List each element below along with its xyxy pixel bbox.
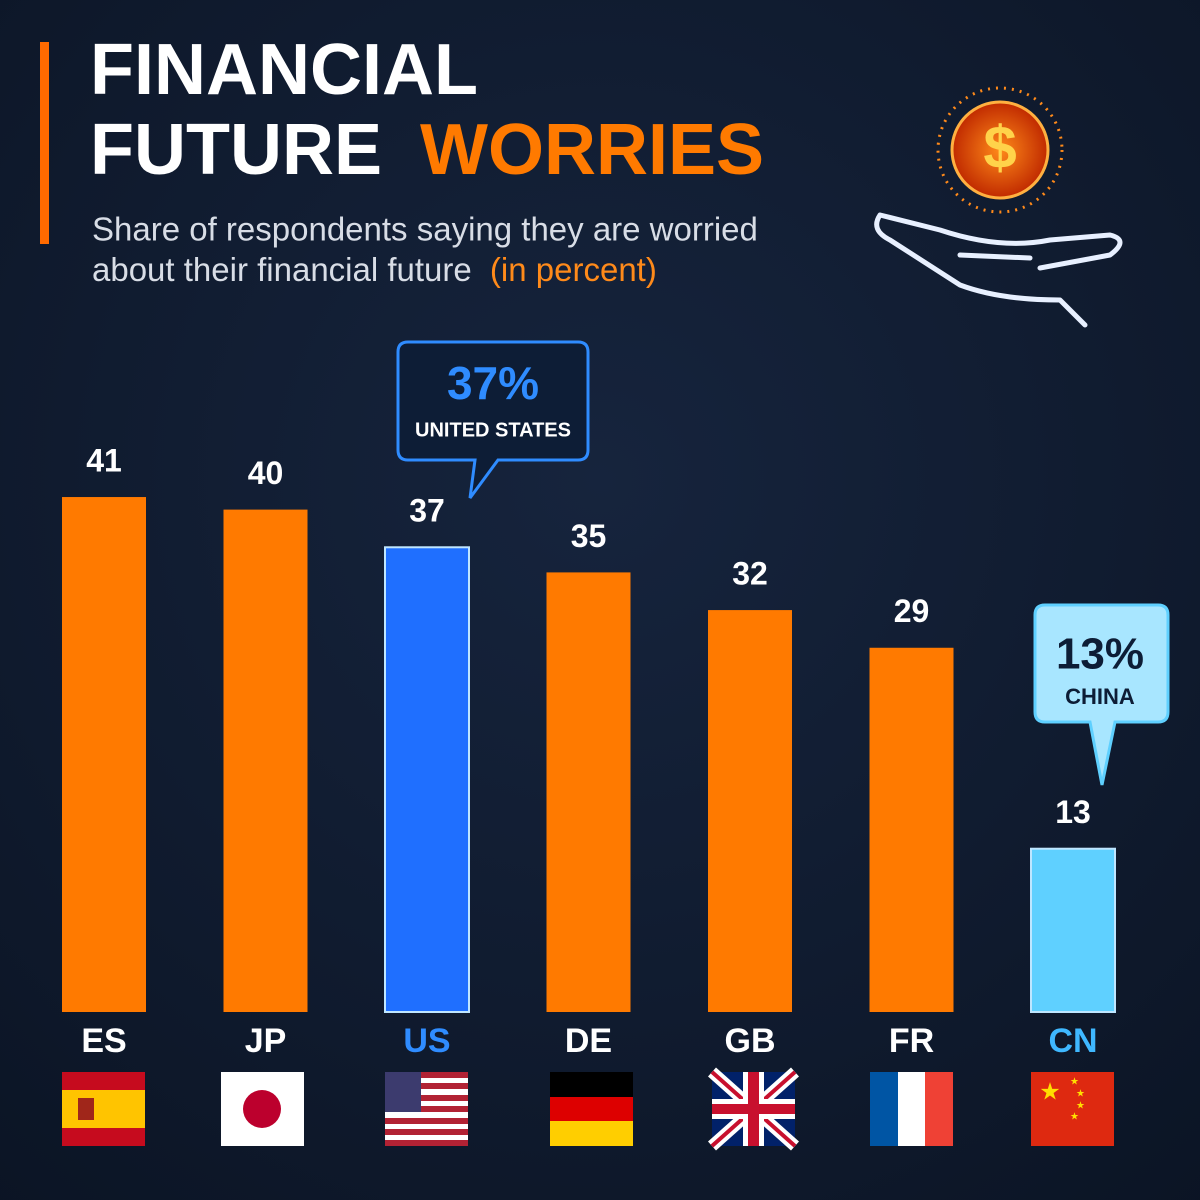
title-part: FUTURE [90,110,382,190]
bar [384,546,470,1014]
x-tick-label: FR [889,1022,934,1060]
svg-text:★: ★ [1070,1112,1079,1123]
flags: ★ ★★★★ [62,1067,1114,1151]
accent-bar [40,42,49,244]
subtitle-part: about their financial future [92,251,472,288]
money-icon: $ [874,86,1123,328]
subtitle: about their financial future (in percent… [92,251,657,288]
bar [223,509,308,1012]
x-tick-label: GB [725,1022,776,1060]
bar [869,647,954,1012]
title-line: FUTURE WORRIES [90,110,764,190]
flag-fr [870,1072,953,1146]
flag-us [385,1072,468,1146]
callout-value: 13% [1056,630,1144,679]
bar [1030,847,1116,1013]
flag-gb [708,1067,799,1151]
value-label: 29 [894,593,930,629]
bar [62,497,146,1012]
title-line: FINANCIAL [90,30,478,110]
x-tick-label: CN [1048,1022,1097,1060]
value-label: 13 [1055,794,1091,830]
value-label: 32 [732,556,768,592]
x-tick-label: US [403,1022,450,1060]
svg-text:$: $ [983,114,1016,181]
flag-es [62,1072,145,1146]
callout-label: UNITED STATES [415,419,571,441]
svg-text:★: ★ [1076,1089,1085,1100]
callout-us: 37% UNITED STATES [396,340,590,499]
flag-de [550,1072,633,1146]
svg-text:★: ★ [1039,1078,1061,1105]
flag-jp [221,1072,304,1146]
subtitle-accent: (in percent) [490,251,657,288]
value-label: 37 [409,493,445,529]
callout-label: CHINA [1065,684,1135,709]
value-label: 41 [86,442,122,478]
value-label: 40 [248,455,284,491]
value-label: 35 [571,518,607,554]
callout-cn: 13% CHINA [1033,603,1170,786]
title-accent: WORRIES [420,110,764,190]
svg-text:★: ★ [1076,1101,1085,1112]
x-tick-label: DE [565,1022,612,1060]
flag-cn: ★ ★★★★ [1031,1072,1114,1146]
x-tick-label: JP [245,1022,287,1060]
callout-value: 37% [447,357,539,409]
svg-text:★: ★ [1070,1077,1079,1088]
bar [546,572,631,1012]
bar [708,610,792,1012]
subtitle: Share of respondents saying they are wor… [92,211,758,248]
x-tick-label: ES [81,1022,126,1060]
